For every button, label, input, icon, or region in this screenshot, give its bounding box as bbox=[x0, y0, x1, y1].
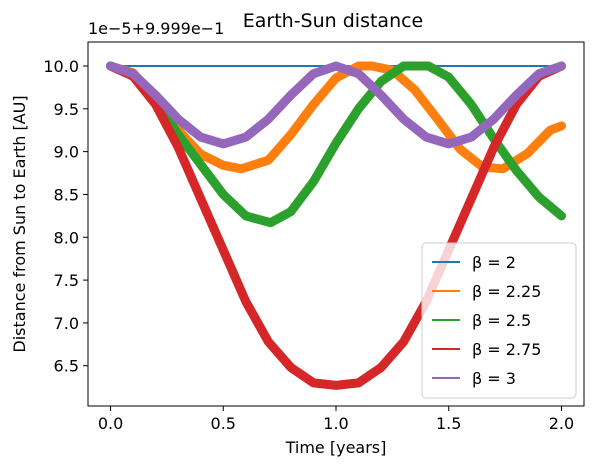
y-tick-label: 8.5 bbox=[54, 185, 79, 204]
series-line-4 bbox=[106, 61, 566, 149]
y-axis-ticks: 6.5 7.0 7.5 8.0 8.5 9.0 9.5 10.0 bbox=[43, 57, 88, 376]
y-tick-label: 6.5 bbox=[54, 357, 79, 376]
y-tick-label: 8.0 bbox=[54, 228, 79, 247]
y-tick-label: 9.0 bbox=[54, 143, 79, 162]
legend-label-0: β = 2 bbox=[472, 253, 516, 272]
x-tick-label: 1.0 bbox=[323, 414, 348, 433]
series-line-3 bbox=[106, 61, 566, 390]
x-tick-label: 2.0 bbox=[549, 414, 574, 433]
y-tick-label: 7.5 bbox=[54, 271, 79, 290]
legend-label-4: β = 3 bbox=[472, 369, 516, 388]
legend-label-2: β = 2.5 bbox=[472, 311, 531, 330]
legend-box bbox=[421, 242, 577, 399]
legend: β = 2 β = 2.25 β = 2.5 β = 2.75 β = 3 bbox=[421, 242, 577, 399]
y-tick-label: 10.0 bbox=[43, 57, 79, 76]
y-tick-label: 9.5 bbox=[54, 100, 79, 119]
legend-label-3: β = 2.75 bbox=[472, 340, 541, 359]
chart-title: Earth-Sun distance bbox=[243, 10, 424, 32]
y-axis-label: Distance from Sun to Earth [AU] bbox=[10, 95, 29, 352]
x-axis-ticks: 0.0 0.5 1.0 1.5 2.0 bbox=[98, 406, 574, 433]
x-axis-label: Time [years] bbox=[285, 438, 387, 457]
y-tick-label: 7.0 bbox=[54, 314, 79, 333]
x-tick-label: 0.5 bbox=[211, 414, 236, 433]
legend-label-1: β = 2.25 bbox=[472, 282, 541, 301]
x-tick-label: 0.0 bbox=[98, 414, 123, 433]
series-lines bbox=[106, 61, 566, 390]
x-tick-label: 1.5 bbox=[436, 414, 461, 433]
y-offset-text: 1e−5+9.999e−1 bbox=[88, 19, 224, 38]
